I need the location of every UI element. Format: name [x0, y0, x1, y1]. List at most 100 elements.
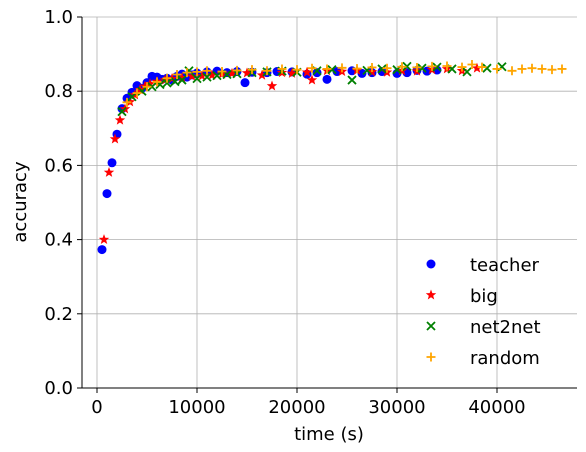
random-point	[262, 66, 272, 76]
y-tick-label: 0.6	[44, 155, 73, 176]
y-axis-label: accuracy	[10, 161, 31, 243]
data-points	[97, 59, 567, 255]
teacher-point	[357, 68, 367, 78]
random-point	[152, 77, 162, 87]
net2net-point	[377, 64, 387, 74]
legend-marker-big	[425, 289, 437, 300]
x-tick-label: 10000	[168, 397, 225, 418]
legend-item-teacher: teacher	[426, 255, 540, 276]
big-point	[266, 80, 278, 91]
random-point	[307, 63, 317, 73]
random-point	[172, 70, 182, 80]
y-tick-label: 0.8	[44, 81, 73, 102]
net2net-point	[127, 92, 137, 102]
teacher-point	[332, 67, 342, 77]
random-point	[142, 82, 152, 92]
series-teacher	[97, 65, 442, 255]
teacher-point	[312, 68, 322, 78]
random-point	[527, 63, 537, 73]
y-tick-label: 1.0	[44, 7, 73, 28]
random-point	[367, 62, 377, 72]
big-point	[159, 74, 171, 85]
random-point	[517, 64, 527, 74]
legend-label: random	[470, 348, 540, 369]
x-tick-label: 20000	[268, 397, 325, 418]
tick-marks: 0 10000 20000 30000 40000 0.0 0.2 0.4 0.6 0.8 1.0	[44, 7, 525, 418]
random-point	[507, 66, 517, 76]
random-point	[427, 61, 437, 71]
net2net-point	[402, 61, 412, 71]
net2net-point	[202, 72, 212, 82]
legend-marker-teacher	[426, 259, 436, 269]
random-point	[442, 61, 452, 71]
random-point	[232, 65, 242, 75]
net2net-point	[117, 106, 127, 117]
big-point	[176, 72, 188, 83]
net2net-point	[162, 78, 172, 88]
net2net-point	[462, 67, 472, 77]
big-point	[144, 78, 156, 89]
legend-marker-random	[426, 352, 436, 362]
big-point	[471, 62, 483, 73]
random-point	[247, 65, 257, 75]
y-tick-label: 0.4	[44, 230, 73, 251]
net2net-point	[177, 75, 187, 85]
legend-label: teacher	[470, 255, 540, 276]
random-point	[132, 88, 142, 98]
random-point	[202, 66, 212, 76]
big-point	[301, 66, 313, 77]
random-point	[277, 64, 287, 74]
random-point	[457, 62, 467, 72]
net2net-point	[432, 62, 442, 72]
net2net-point	[147, 82, 157, 92]
y-tick-label: 0.2	[44, 304, 73, 325]
legend: teacher big net2net random	[425, 255, 541, 369]
net2net-point	[327, 65, 337, 75]
teacher-point	[107, 158, 117, 168]
random-point	[397, 62, 407, 72]
random-point	[547, 65, 557, 75]
net2net-point	[192, 73, 202, 84]
random-point	[492, 64, 502, 74]
y-tick-label: 0.0	[44, 378, 73, 399]
x-axis-label: time (s)	[294, 424, 364, 445]
random-point	[467, 59, 477, 69]
net2net-point	[347, 75, 357, 85]
random-point	[292, 65, 302, 75]
big-point	[256, 69, 268, 80]
random-point	[557, 64, 567, 74]
random-point	[182, 68, 192, 78]
net2net-point	[212, 70, 222, 81]
big-point	[109, 133, 121, 144]
big-point	[226, 67, 238, 78]
random-point	[537, 64, 547, 74]
legend-item-big: big	[425, 286, 498, 307]
big-point	[241, 67, 253, 78]
net2net-point	[417, 63, 427, 73]
big-point	[114, 114, 126, 125]
big-point	[196, 70, 208, 81]
random-point	[412, 62, 422, 72]
teacher-point	[240, 78, 250, 88]
big-point	[186, 70, 198, 81]
random-point	[322, 64, 332, 74]
big-point	[103, 166, 115, 177]
axes	[81, 17, 577, 389]
random-point	[382, 63, 392, 73]
random-point	[162, 73, 172, 83]
random-point	[122, 97, 132, 107]
x-tick-label: 30000	[368, 397, 425, 418]
legend-item-net2net: net2net	[426, 317, 541, 338]
big-point	[286, 67, 298, 78]
random-point	[337, 63, 347, 73]
legend-label: net2net	[470, 317, 541, 338]
random-point	[192, 67, 202, 77]
random-point	[477, 62, 487, 72]
teacher-point	[322, 74, 332, 84]
series-random	[122, 59, 567, 107]
teacher-point	[102, 189, 112, 199]
teacher-point	[222, 68, 232, 78]
big-point	[206, 69, 218, 80]
big-point	[98, 234, 110, 245]
